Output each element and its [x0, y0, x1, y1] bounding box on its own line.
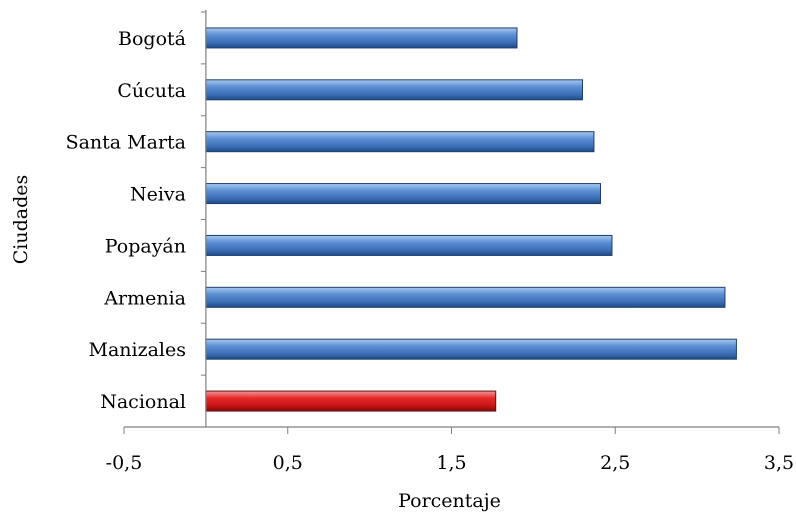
category-label: Bogotá: [118, 28, 186, 50]
category-label: Neiva: [130, 184, 186, 206]
x-tick-label: 1,5: [436, 452, 466, 474]
category-label: Nacional: [100, 391, 186, 413]
bar-popayán: [205, 234, 613, 256]
bar-santa-marta: [205, 131, 595, 153]
category-label: Cúcuta: [117, 80, 186, 102]
bar-cúcuta: [205, 79, 583, 101]
x-tick-label: 0,5: [273, 452, 303, 474]
y-axis-title: Ciudades: [10, 175, 32, 265]
category-label: Manizales: [88, 339, 186, 361]
x-axis-title: Porcentaje: [398, 490, 501, 512]
bars-group: [205, 27, 737, 412]
bar-bogotá: [205, 27, 518, 49]
category-label: Armenia: [103, 287, 186, 309]
category-labels: Bogotá Cúcuta Santa Marta Neiva Popayán Armen…: [66, 28, 186, 413]
bar-armenia: [205, 286, 726, 308]
x-tick-label: -0,5: [106, 452, 143, 474]
category-label: Santa Marta: [66, 132, 186, 154]
x-tick-label: 3,5: [764, 452, 794, 474]
bar-nacional: [205, 390, 497, 412]
category-label: Popayán: [105, 235, 186, 257]
bar-neiva: [205, 183, 602, 205]
x-tick-label: 2,5: [600, 452, 630, 474]
axes-group: -0,5 0,5 1,5 2,5 3,5: [106, 10, 794, 474]
bar-manizales: [205, 338, 737, 360]
